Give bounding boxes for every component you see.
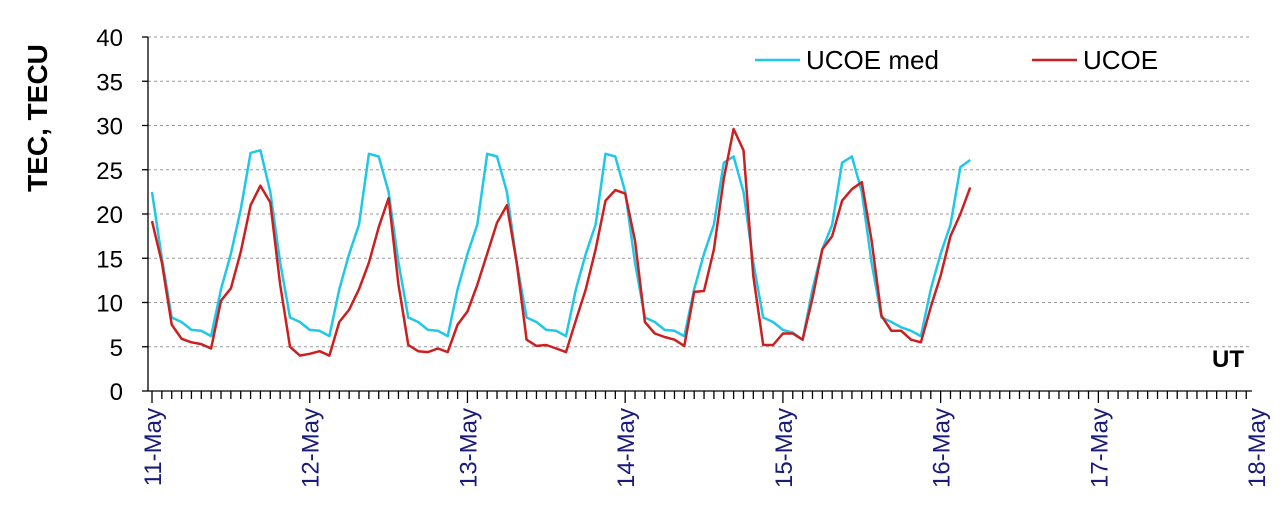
axes <box>142 36 1252 403</box>
x-tick-label: 11-May <box>140 408 167 486</box>
x-tick-label: 12-May <box>298 408 325 488</box>
y-tick-label: 20 <box>96 202 123 229</box>
y-tick-label: 10 <box>96 291 123 318</box>
x-tick-label: 18-May <box>1244 408 1271 488</box>
y-tick-label: 40 <box>96 25 123 52</box>
legend-label-ucoe: UCOE <box>1083 45 1158 75</box>
gridlines <box>148 36 1252 348</box>
y-tick-label: 15 <box>96 246 123 273</box>
y-tick-label: 0 <box>110 379 123 406</box>
x-tick-label: 15-May <box>771 408 798 488</box>
x-axis-unit-label: UT <box>1212 346 1244 373</box>
y-axis-label: TEC, TECU <box>22 44 53 192</box>
x-axis-tick-labels: 11-May 12-May 13-May 14-May 15-May 16-May 17-M… <box>140 408 1271 488</box>
series-line-ucoe-med <box>150 149 971 341</box>
legend-label-ucoe-med: UCOE med <box>806 45 939 75</box>
y-tick-label: 30 <box>96 114 123 141</box>
y-tick-label: 35 <box>96 69 123 96</box>
series-line-ucoe <box>150 127 972 357</box>
x-tick-label: 14-May <box>613 408 640 488</box>
y-tick-label: 25 <box>96 158 123 185</box>
x-tick-label: 17-May <box>1086 408 1113 488</box>
x-tick-label: 16-May <box>929 408 956 488</box>
y-tick-label: 5 <box>110 335 123 362</box>
y-axis-tick-labels: 0 5 10 15 20 25 30 35 40 <box>96 25 123 406</box>
series-lines <box>150 127 972 357</box>
legend: UCOE med UCOE <box>755 45 1158 75</box>
x-tick-label: 13-May <box>455 408 482 488</box>
